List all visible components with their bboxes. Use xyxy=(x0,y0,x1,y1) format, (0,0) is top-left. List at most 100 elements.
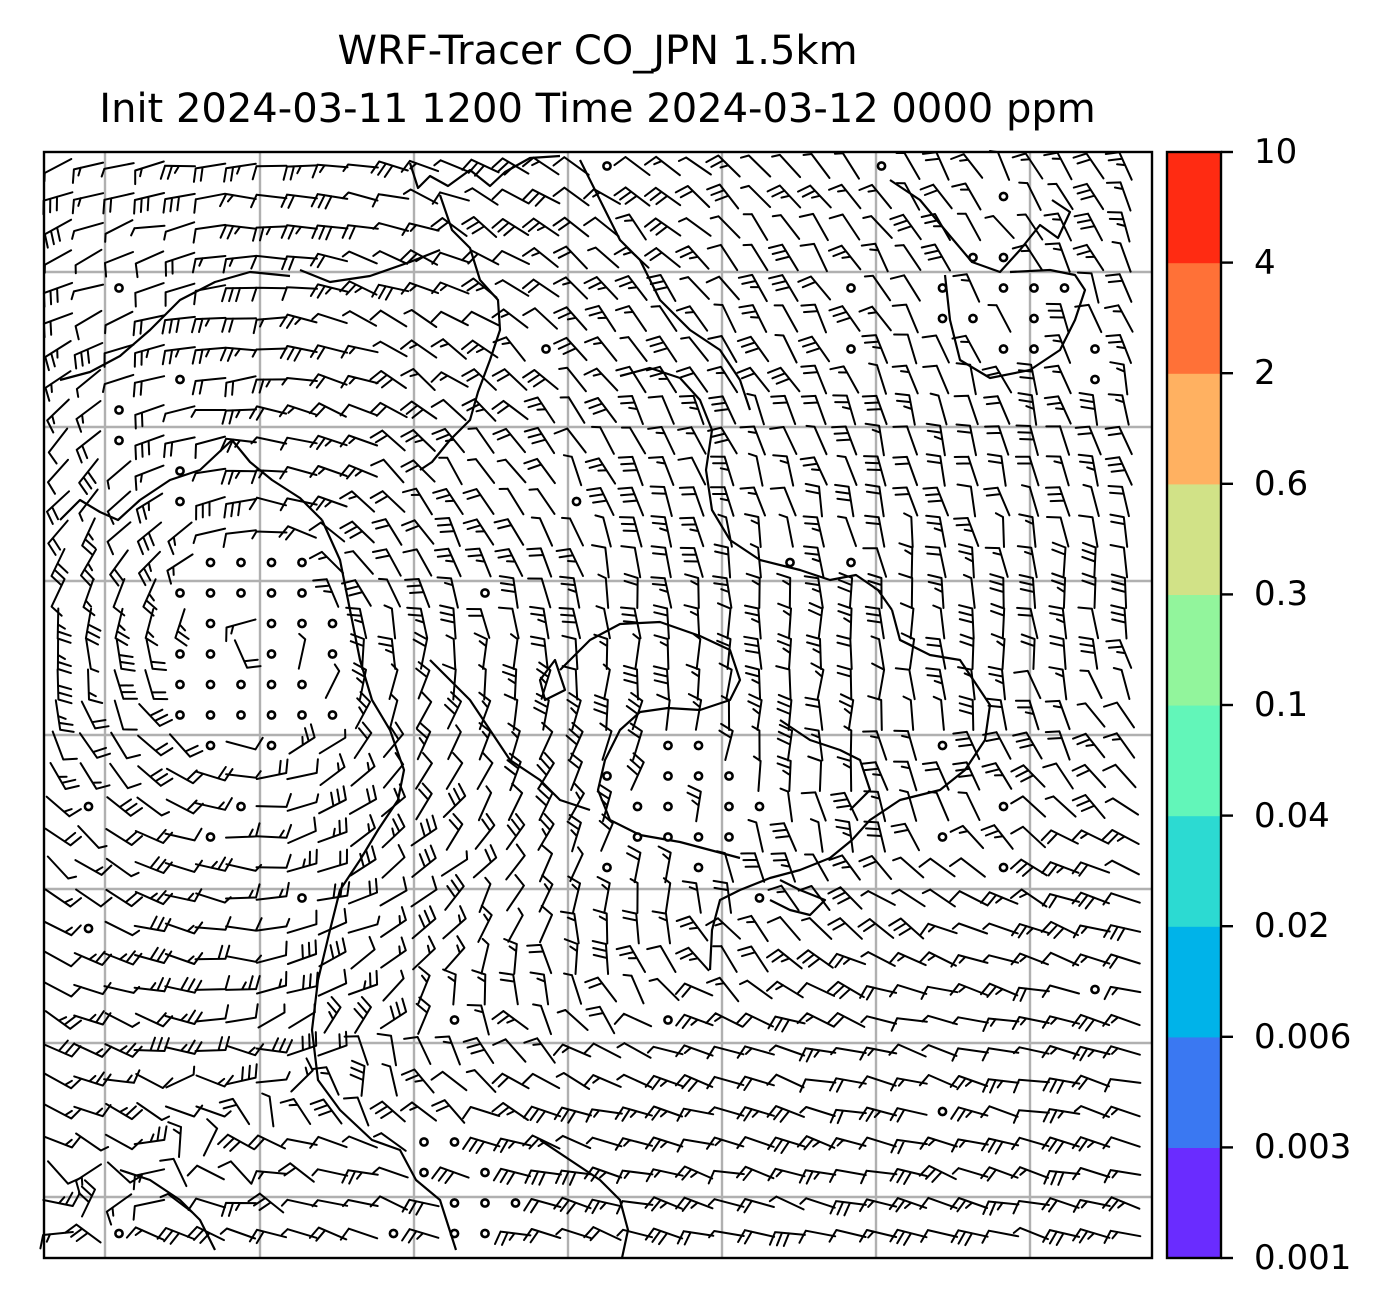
wind-barb xyxy=(339,1227,379,1241)
wind-barb xyxy=(778,513,794,548)
wind-barb xyxy=(105,1102,143,1121)
wind-barb xyxy=(286,758,319,781)
calm-marker xyxy=(968,313,978,324)
calm-marker xyxy=(175,374,185,385)
wind-barb xyxy=(347,915,381,934)
wind-barb xyxy=(319,753,346,786)
calm-marker xyxy=(175,679,185,690)
wind-barb xyxy=(461,310,500,327)
wind-barb xyxy=(615,305,647,332)
colorbar-tick-label: 0.3 xyxy=(1254,574,1309,615)
wind-barb xyxy=(595,605,611,640)
wind-barb xyxy=(744,513,762,548)
colorbar-tick-label: 0.003 xyxy=(1254,1127,1352,1168)
wind-barb xyxy=(583,367,619,392)
wind-barb xyxy=(1071,1136,1111,1152)
wind-barb xyxy=(252,316,288,335)
wind-barb xyxy=(193,284,227,306)
calm-marker xyxy=(693,740,704,751)
wind-barb xyxy=(502,663,518,701)
wind-barb xyxy=(309,252,348,269)
wind-barb xyxy=(278,1162,315,1183)
calm-marker xyxy=(175,649,185,659)
wind-barb xyxy=(311,1168,349,1177)
wind-barb xyxy=(592,908,609,945)
wind-barb xyxy=(805,424,828,456)
wind-barb xyxy=(857,918,895,939)
wind-barb xyxy=(438,456,463,486)
wind-barb xyxy=(416,721,432,761)
wind-barb xyxy=(105,857,140,878)
wind-barb xyxy=(893,333,918,365)
wind-barb xyxy=(286,909,318,934)
wind-barb xyxy=(618,516,643,548)
wind-barb xyxy=(775,665,792,701)
wind-barb xyxy=(1103,924,1142,942)
wind-barb xyxy=(317,968,348,997)
wind-barb xyxy=(309,373,348,389)
wind-barb xyxy=(984,425,1010,456)
wind-barb xyxy=(1016,213,1044,241)
wind-barb xyxy=(567,752,583,791)
wind-barb xyxy=(829,1077,867,1093)
wind-barb xyxy=(192,162,227,183)
wind-barb xyxy=(889,1228,928,1246)
wind-barb xyxy=(47,458,69,495)
wind-barb xyxy=(712,575,733,609)
wind-barb xyxy=(136,796,170,817)
wind-barb xyxy=(678,394,705,426)
wind-barb xyxy=(317,848,348,873)
wind-barb xyxy=(251,347,288,358)
calm-marker xyxy=(266,649,277,659)
wind-barb xyxy=(952,761,981,791)
wind-barb xyxy=(735,1012,774,1028)
wind-barb xyxy=(1018,181,1042,211)
wind-barb xyxy=(644,1074,684,1091)
wind-barb xyxy=(82,577,96,617)
wind-barb xyxy=(297,632,307,670)
wind-barb xyxy=(134,856,173,874)
wind-barb xyxy=(747,452,764,487)
wind-barb xyxy=(1074,303,1103,334)
wind-barb xyxy=(583,1166,623,1182)
wind-barb xyxy=(981,1137,1020,1155)
wind-barb xyxy=(918,1164,957,1183)
wind-barb xyxy=(381,844,406,879)
wind-barb xyxy=(169,733,204,758)
wind-barb xyxy=(462,1037,495,1064)
wind-barb xyxy=(899,632,916,670)
wind-barb xyxy=(1041,984,1080,998)
wind-barb xyxy=(1044,334,1072,364)
wind-barb xyxy=(248,496,287,511)
wind-barb xyxy=(382,752,405,789)
wind-barb xyxy=(888,1043,927,1058)
wind-barb xyxy=(709,486,735,517)
wind-barb xyxy=(692,633,702,670)
wind-barb xyxy=(898,542,914,579)
wind-barb xyxy=(447,724,462,761)
wind-barb xyxy=(562,454,583,487)
wind-barb xyxy=(286,971,319,994)
wind-barb xyxy=(1072,182,1105,211)
wind-barb xyxy=(800,791,827,822)
calm-marker xyxy=(693,771,704,781)
wind-barb xyxy=(491,1102,529,1121)
wind-barb xyxy=(415,691,433,730)
wind-barb xyxy=(1102,953,1141,969)
wind-barb xyxy=(46,490,70,525)
wind-barb xyxy=(1107,485,1130,518)
wind-barb xyxy=(1011,1136,1050,1151)
wind-barb xyxy=(350,935,376,970)
wind-barb xyxy=(78,732,111,759)
wind-barb xyxy=(1016,362,1038,396)
wind-barb xyxy=(953,517,980,547)
wind-barb xyxy=(707,1106,745,1117)
wind-barb xyxy=(251,286,288,302)
wind-barb xyxy=(1018,513,1037,548)
wind-barb xyxy=(343,1096,370,1127)
wind-barb xyxy=(1071,1074,1110,1090)
wind-barb xyxy=(1042,762,1074,790)
wind-barb xyxy=(286,939,318,965)
wind-barb xyxy=(1020,633,1036,670)
wind-barb xyxy=(553,1196,592,1215)
